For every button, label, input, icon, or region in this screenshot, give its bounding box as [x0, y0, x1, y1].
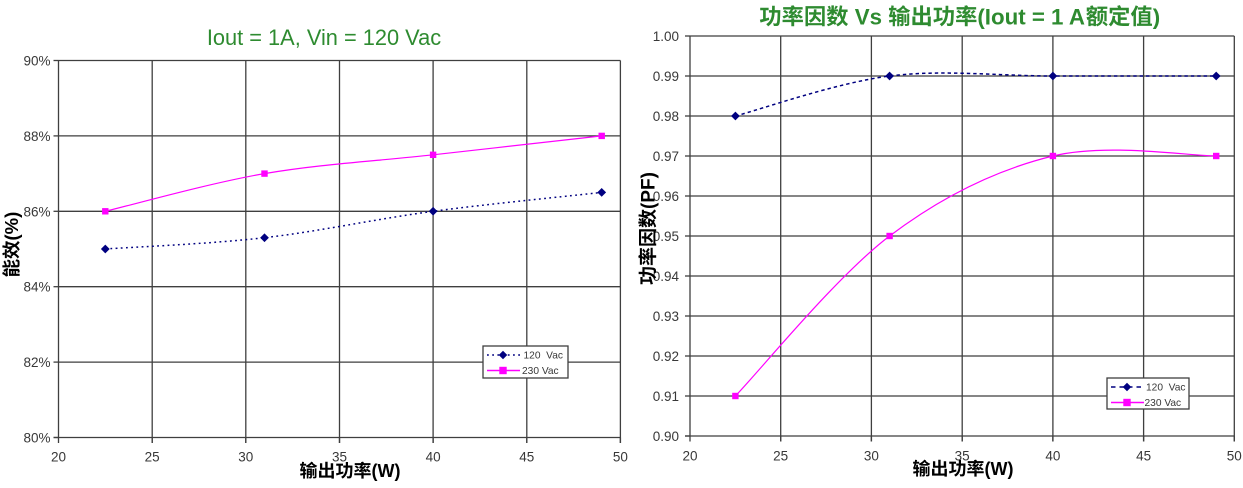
svg-text:(W): (W)	[372, 461, 401, 481]
svg-text:40: 40	[1045, 449, 1060, 464]
svg-text:25: 25	[145, 450, 160, 465]
svg-text:30: 30	[238, 450, 253, 465]
svg-text:35: 35	[332, 450, 347, 465]
svg-text:90%: 90%	[23, 54, 50, 69]
svg-text:0.92: 0.92	[653, 349, 679, 364]
svg-text:20: 20	[682, 449, 697, 464]
svg-text:88%: 88%	[23, 129, 50, 144]
svg-text:50: 50	[1227, 449, 1242, 464]
svg-text:0.94: 0.94	[653, 269, 680, 284]
svg-text:0.93: 0.93	[653, 309, 679, 324]
svg-text:0.95: 0.95	[653, 229, 679, 244]
svg-text:0.98: 0.98	[653, 109, 679, 124]
svg-text:0.96: 0.96	[653, 189, 679, 204]
svg-text:40: 40	[426, 450, 441, 465]
svg-text:230 Vac: 230 Vac	[1145, 398, 1182, 409]
svg-text:45: 45	[1136, 449, 1151, 464]
svg-text:0.99: 0.99	[653, 69, 679, 84]
svg-text:1.00: 1.00	[653, 29, 679, 44]
svg-text:(%): (%)	[1, 212, 22, 241]
svg-text:120 Vac: 120 Vac	[524, 351, 563, 362]
svg-text:20: 20	[51, 450, 66, 465]
svg-text:50: 50	[613, 450, 628, 465]
svg-text:): )	[1153, 4, 1160, 29]
svg-text:82%: 82%	[23, 355, 50, 370]
svg-text:Iout = 1A, Vin = 120 Vac: Iout = 1A, Vin = 120 Vac	[207, 25, 441, 50]
svg-text:25: 25	[773, 449, 788, 464]
svg-text:0.97: 0.97	[653, 149, 679, 164]
svg-text:86%: 86%	[23, 204, 50, 219]
svg-text:230 Vac: 230 Vac	[522, 366, 559, 377]
svg-text:0.90: 0.90	[653, 429, 679, 444]
svg-text:(PF): (PF)	[639, 172, 660, 209]
svg-text:Vs: Vs	[849, 4, 889, 29]
svg-text:0.91: 0.91	[653, 389, 679, 404]
svg-text:45: 45	[519, 450, 534, 465]
svg-text:120 Vac: 120 Vac	[1146, 383, 1185, 394]
svg-text:(W): (W)	[985, 459, 1014, 479]
svg-text:(Iout = 1 A: (Iout = 1 A	[977, 4, 1085, 29]
svg-text:80%: 80%	[23, 431, 50, 446]
svg-text:35: 35	[955, 449, 970, 464]
svg-text:30: 30	[864, 449, 879, 464]
svg-text:84%: 84%	[23, 280, 50, 295]
